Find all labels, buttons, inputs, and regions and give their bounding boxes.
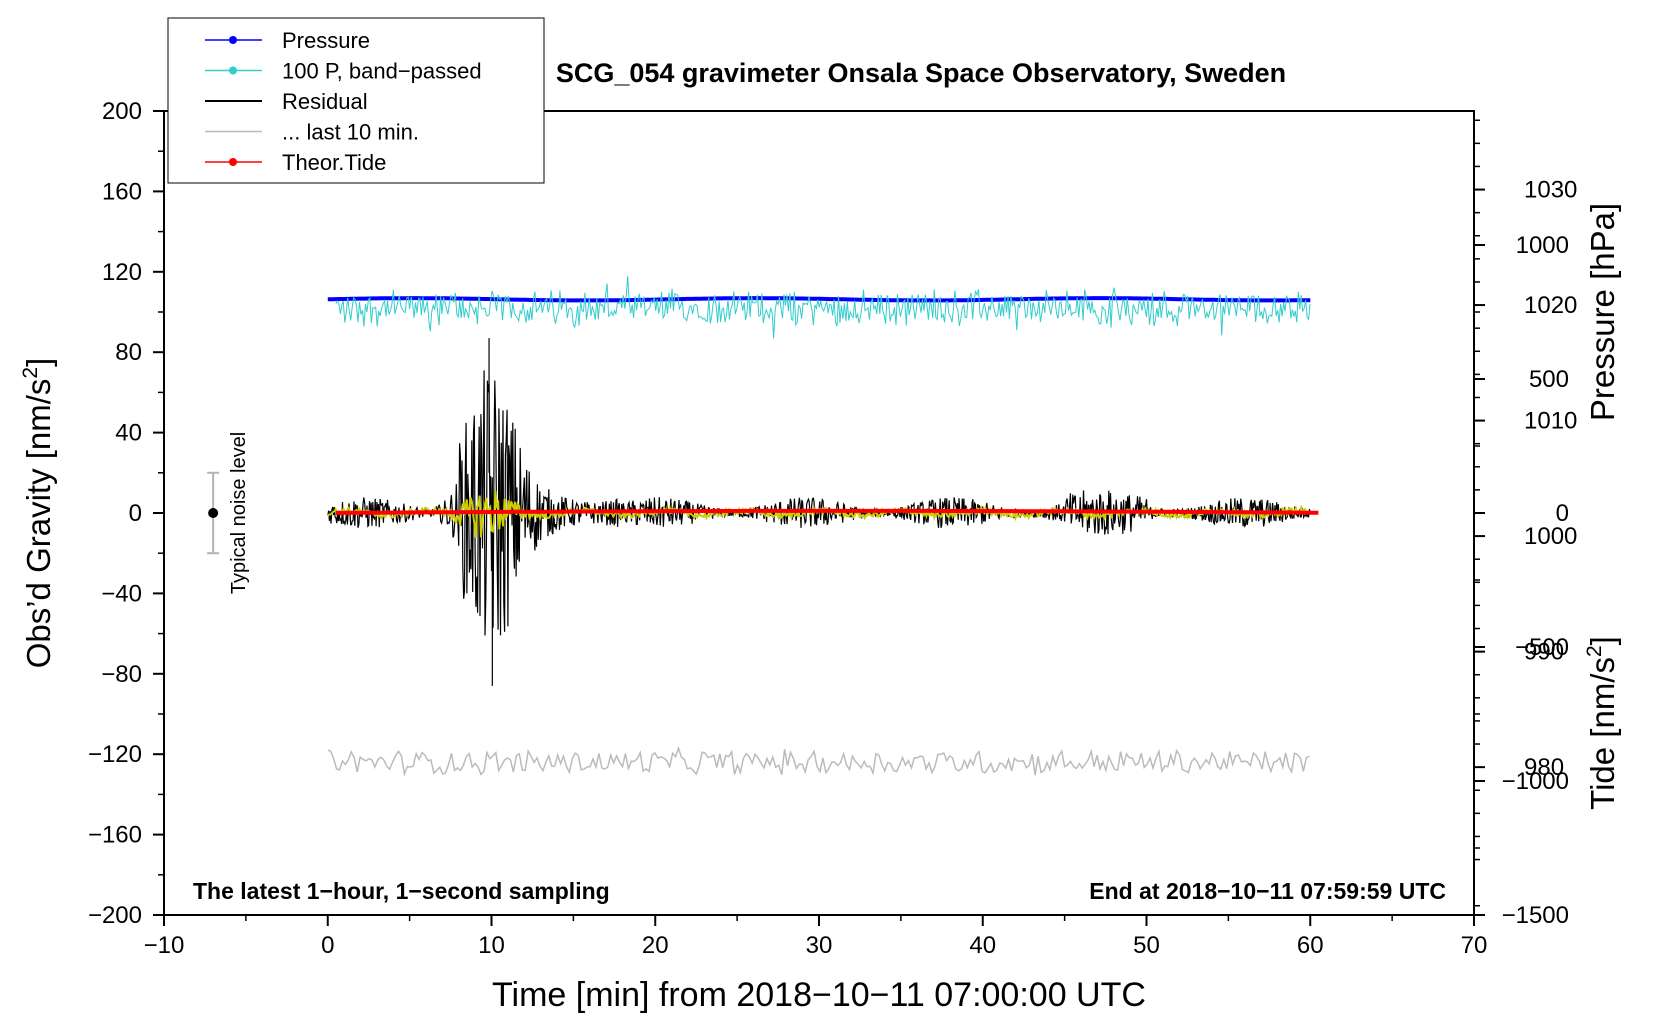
pressure-tick-label: 1030 bbox=[1524, 177, 1577, 204]
y-axis-label-gravity-end: ] bbox=[20, 358, 57, 367]
tide-tick-label: 500 bbox=[1529, 366, 1569, 393]
annotation-end-time: End at 2018−10−11 07:59:59 UTC bbox=[1089, 878, 1446, 904]
tide-tick-label: −1500 bbox=[1502, 902, 1569, 929]
legend-label: 100 P, band−passed bbox=[282, 59, 482, 84]
pressure-tick-label: 980 bbox=[1524, 754, 1564, 781]
y-axis-label-tide-main: Tide [nm/s bbox=[1584, 657, 1621, 810]
legend-marker bbox=[229, 66, 237, 75]
tide-tick-label: −500 bbox=[1515, 634, 1569, 661]
legend-marker bbox=[229, 36, 237, 44]
legend: Pressure 100 P, band−passed Residual ... la… bbox=[167, 17, 545, 184]
y-tick-label: 80 bbox=[115, 339, 142, 366]
y-axis-label-tide-end: ] bbox=[1584, 636, 1621, 645]
y-tick-label: −40 bbox=[101, 580, 142, 607]
y-axis-label-tide: Tide [nm/s2] bbox=[1583, 636, 1621, 810]
series-layer bbox=[327, 276, 1319, 777]
tide-tick-label: 0 bbox=[1556, 500, 1569, 527]
chart-title: SCG_054 gravimeter Onsala Space Observat… bbox=[556, 58, 1286, 88]
legend-label: Pressure bbox=[282, 28, 370, 53]
x-axis-label: Time [min] from 2018−10−11 07:00:00 UTC bbox=[492, 976, 1146, 1014]
y-axis-label-pressure: Pressure [hPa] bbox=[1584, 203, 1621, 421]
x-tick-label: 20 bbox=[642, 932, 669, 959]
legend-marker bbox=[229, 158, 237, 166]
legend-items: Pressure 100 P, band−passed Residual ... la… bbox=[205, 28, 482, 175]
x-tick-label: −10 bbox=[144, 932, 185, 959]
series-residual bbox=[327, 370, 1311, 636]
noise-bar: Typical noise level bbox=[207, 432, 250, 594]
y-tick-label: −200 bbox=[88, 902, 142, 929]
x-tick-label: 40 bbox=[969, 932, 996, 959]
y-tick-label: −80 bbox=[101, 661, 142, 688]
tide-tick-label: 1000 bbox=[1516, 232, 1569, 259]
noise-bar-center-dot bbox=[208, 508, 219, 518]
pressure-tick-label: 1010 bbox=[1524, 408, 1577, 435]
series-theor-tide bbox=[335, 508, 1319, 515]
y-tick-label: 160 bbox=[102, 178, 142, 205]
x-tick-label: 10 bbox=[478, 932, 505, 959]
y-tick-label: −160 bbox=[88, 822, 142, 849]
pressure-tick-label: 1000 bbox=[1524, 523, 1577, 550]
y-axis-label-tide-sup: 2 bbox=[1583, 645, 1606, 657]
x-tick-label: 50 bbox=[1133, 932, 1160, 959]
y-tick-label: 200 bbox=[102, 98, 142, 125]
pressure-tick-label: 990 bbox=[1524, 639, 1564, 666]
tide-tick-label: −1000 bbox=[1502, 768, 1569, 795]
ticks-layer: −10 0 10 20 30 40 50 60 7020016012080400−40−80−1… bbox=[88, 98, 1577, 959]
series-pressure-bandpassed bbox=[335, 276, 1311, 339]
annotation-sampling: The latest 1−hour, 1−second sampling bbox=[193, 878, 610, 904]
x-tick-label: 0 bbox=[321, 932, 334, 959]
y-tick-label: 40 bbox=[115, 420, 142, 447]
noise-bar-label: Typical noise level bbox=[228, 432, 250, 594]
x-tick-label: 70 bbox=[1461, 932, 1488, 959]
legend-label: Residual bbox=[282, 89, 368, 114]
y-tick-label: 120 bbox=[102, 259, 142, 286]
pressure-tick-label: 1020 bbox=[1524, 292, 1577, 319]
series-pressure bbox=[327, 296, 1311, 303]
y-tick-label: 0 bbox=[129, 500, 142, 527]
y-axis-label-gravity-main: Obs’d Gravity [nm/s bbox=[20, 379, 57, 669]
y-axis-label-gravity: Obs’d Gravity [nm/s2] bbox=[19, 358, 57, 669]
y-axis-label-gravity-sup: 2 bbox=[19, 367, 42, 379]
series-last-10-min bbox=[327, 745, 1310, 777]
y-tick-label: −120 bbox=[88, 741, 142, 768]
x-tick-label: 60 bbox=[1297, 932, 1324, 959]
x-tick-label: 30 bbox=[806, 932, 833, 959]
legend-label: ... last 10 min. bbox=[282, 120, 419, 145]
legend-label: Theor.Tide bbox=[282, 150, 386, 175]
